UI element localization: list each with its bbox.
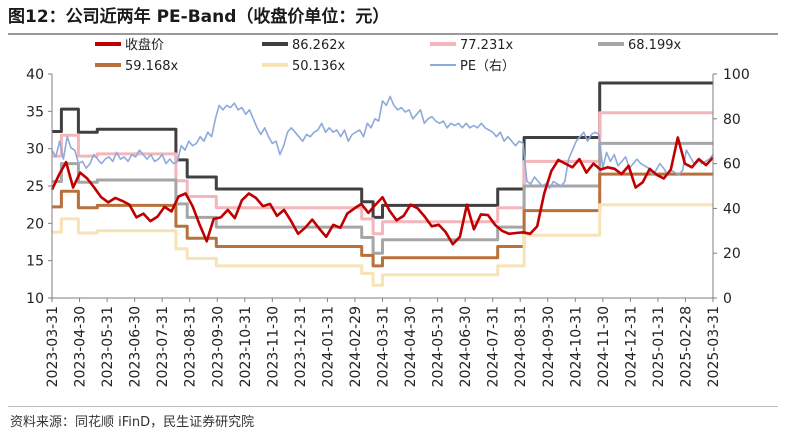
y-right-tick-label-1: 20 [723, 246, 741, 262]
series-line-0 [50, 136, 714, 246]
series-line-2 [52, 111, 713, 236]
plot-area [50, 81, 714, 287]
source-note: 资料来源：同花顺 iFinD，民生证券研究院 [10, 415, 255, 430]
x-tick-label-7: 2023-10-31 [238, 306, 254, 387]
y-right-tick-label-4: 80 [723, 112, 741, 128]
y-left-tick-label-3: 25 [26, 179, 44, 195]
x-tick-label-5: 2023-08-31 [183, 306, 199, 387]
y-left-tick-label-4: 30 [26, 142, 44, 158]
x-tick-label-14: 2024-05-31 [431, 306, 447, 387]
x-tick-label-4: 2023-07-31 [155, 306, 171, 387]
x-tick-label-21: 2024-12-31 [623, 306, 639, 387]
legend-label-0: 收盘价 [125, 37, 164, 53]
x-tick-label-19: 2024-10-31 [568, 306, 584, 387]
legend-label-5: 50.136x [292, 59, 345, 74]
y-left-tick-label-6: 40 [26, 67, 44, 83]
legend-label-1: 86.262x [292, 38, 345, 53]
axes: 10 15 20 25 30 35 40 0 20 40 60 80 100 2023-03-31 2023… [26, 67, 750, 387]
x-tick-label-12: 2024-03-31 [376, 306, 392, 387]
x-tick-label-23: 2025-02-28 [679, 306, 695, 387]
footer-divider [8, 406, 778, 407]
x-tick-label-1: 2023-04-30 [73, 306, 89, 387]
series-line-1 [52, 81, 713, 219]
y-right-tick-label-5: 100 [723, 67, 750, 83]
x-tick-label-2: 2023-05-31 [100, 306, 116, 387]
x-tick-label-10: 2024-01-31 [320, 306, 336, 387]
x-tick-label-15: 2024-06-30 [458, 306, 474, 387]
legend-label-3: 68.199x [628, 38, 681, 53]
legend-label-2: 77.231x [460, 38, 513, 53]
y-left-tick-label-5: 35 [26, 104, 44, 120]
y-left-tick-label-1: 15 [26, 254, 44, 270]
series-line-3 [52, 141, 713, 255]
legend-label-6: PE（右） [460, 59, 515, 74]
series-line-5 [52, 203, 713, 287]
x-tick-label-20: 2024-11-30 [596, 306, 612, 387]
x-tick-label-3: 2023-06-30 [128, 306, 144, 387]
title-divider [8, 33, 778, 35]
x-tick-label-16: 2024-07-31 [486, 306, 502, 387]
pe-band-chart: 收盘价 86.262x 77.231x 68.199x 59.168x 50.136x PE… [26, 37, 750, 387]
y-left-tick-label-2: 20 [26, 216, 44, 232]
x-tick-label-8: 2023-11-30 [265, 306, 281, 387]
y-left-tick-label-0: 10 [26, 291, 44, 307]
x-tick-label-22: 2025-01-31 [651, 306, 667, 387]
x-tick-label-11: 2024-02-29 [348, 306, 364, 387]
x-tick-label-0: 2023-03-31 [45, 306, 61, 387]
x-tick-label-18: 2024-09-30 [541, 306, 557, 387]
x-tick-label-24: 2025-03-31 [706, 306, 722, 387]
x-tick-label-9: 2023-12-31 [293, 306, 309, 387]
legend-label-4: 59.168x [125, 59, 178, 74]
series-line-4 [52, 172, 713, 268]
x-tick-label-6: 2023-09-30 [210, 306, 226, 387]
x-tick-label-13: 2024-04-30 [403, 306, 419, 387]
y-right-tick-label-0: 0 [723, 291, 732, 307]
x-tick-label-17: 2024-08-31 [513, 306, 529, 387]
chart-title: 图12：公司近两年 PE-Band（收盘价单位：元） [8, 7, 390, 27]
y-right-tick-label-3: 60 [723, 157, 741, 173]
y-right-tick-label-2: 40 [723, 201, 741, 217]
legend: 收盘价 86.262x 77.231x 68.199x 59.168x 50.136x PE… [95, 37, 681, 74]
